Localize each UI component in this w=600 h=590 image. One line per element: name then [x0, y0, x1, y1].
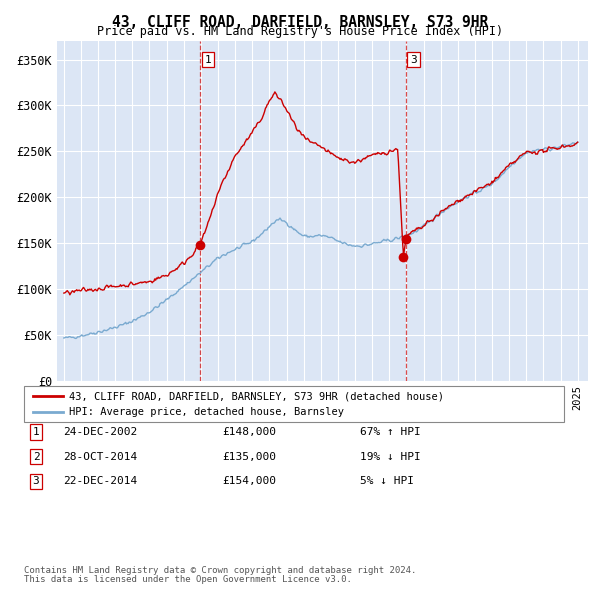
- Text: 5% ↓ HPI: 5% ↓ HPI: [360, 477, 414, 486]
- Text: 22-DEC-2014: 22-DEC-2014: [63, 477, 137, 486]
- Text: £135,000: £135,000: [222, 452, 276, 461]
- Text: £154,000: £154,000: [222, 477, 276, 486]
- Text: 43, CLIFF ROAD, DARFIELD, BARNSLEY, S73 9HR: 43, CLIFF ROAD, DARFIELD, BARNSLEY, S73 …: [112, 15, 488, 30]
- Text: 3: 3: [410, 55, 417, 65]
- Text: 2: 2: [32, 452, 40, 461]
- Text: 19% ↓ HPI: 19% ↓ HPI: [360, 452, 421, 461]
- Text: HPI: Average price, detached house, Barnsley: HPI: Average price, detached house, Barn…: [69, 407, 344, 417]
- Text: Price paid vs. HM Land Registry's House Price Index (HPI): Price paid vs. HM Land Registry's House …: [97, 25, 503, 38]
- Text: £148,000: £148,000: [222, 427, 276, 437]
- Text: 28-OCT-2014: 28-OCT-2014: [63, 452, 137, 461]
- Text: 1: 1: [205, 55, 211, 65]
- Text: 1: 1: [32, 427, 40, 437]
- Text: Contains HM Land Registry data © Crown copyright and database right 2024.: Contains HM Land Registry data © Crown c…: [24, 566, 416, 575]
- Text: 67% ↑ HPI: 67% ↑ HPI: [360, 427, 421, 437]
- Text: 43, CLIFF ROAD, DARFIELD, BARNSLEY, S73 9HR (detached house): 43, CLIFF ROAD, DARFIELD, BARNSLEY, S73 …: [69, 391, 444, 401]
- Text: 24-DEC-2002: 24-DEC-2002: [63, 427, 137, 437]
- Text: 3: 3: [32, 477, 40, 486]
- Text: This data is licensed under the Open Government Licence v3.0.: This data is licensed under the Open Gov…: [24, 575, 352, 584]
